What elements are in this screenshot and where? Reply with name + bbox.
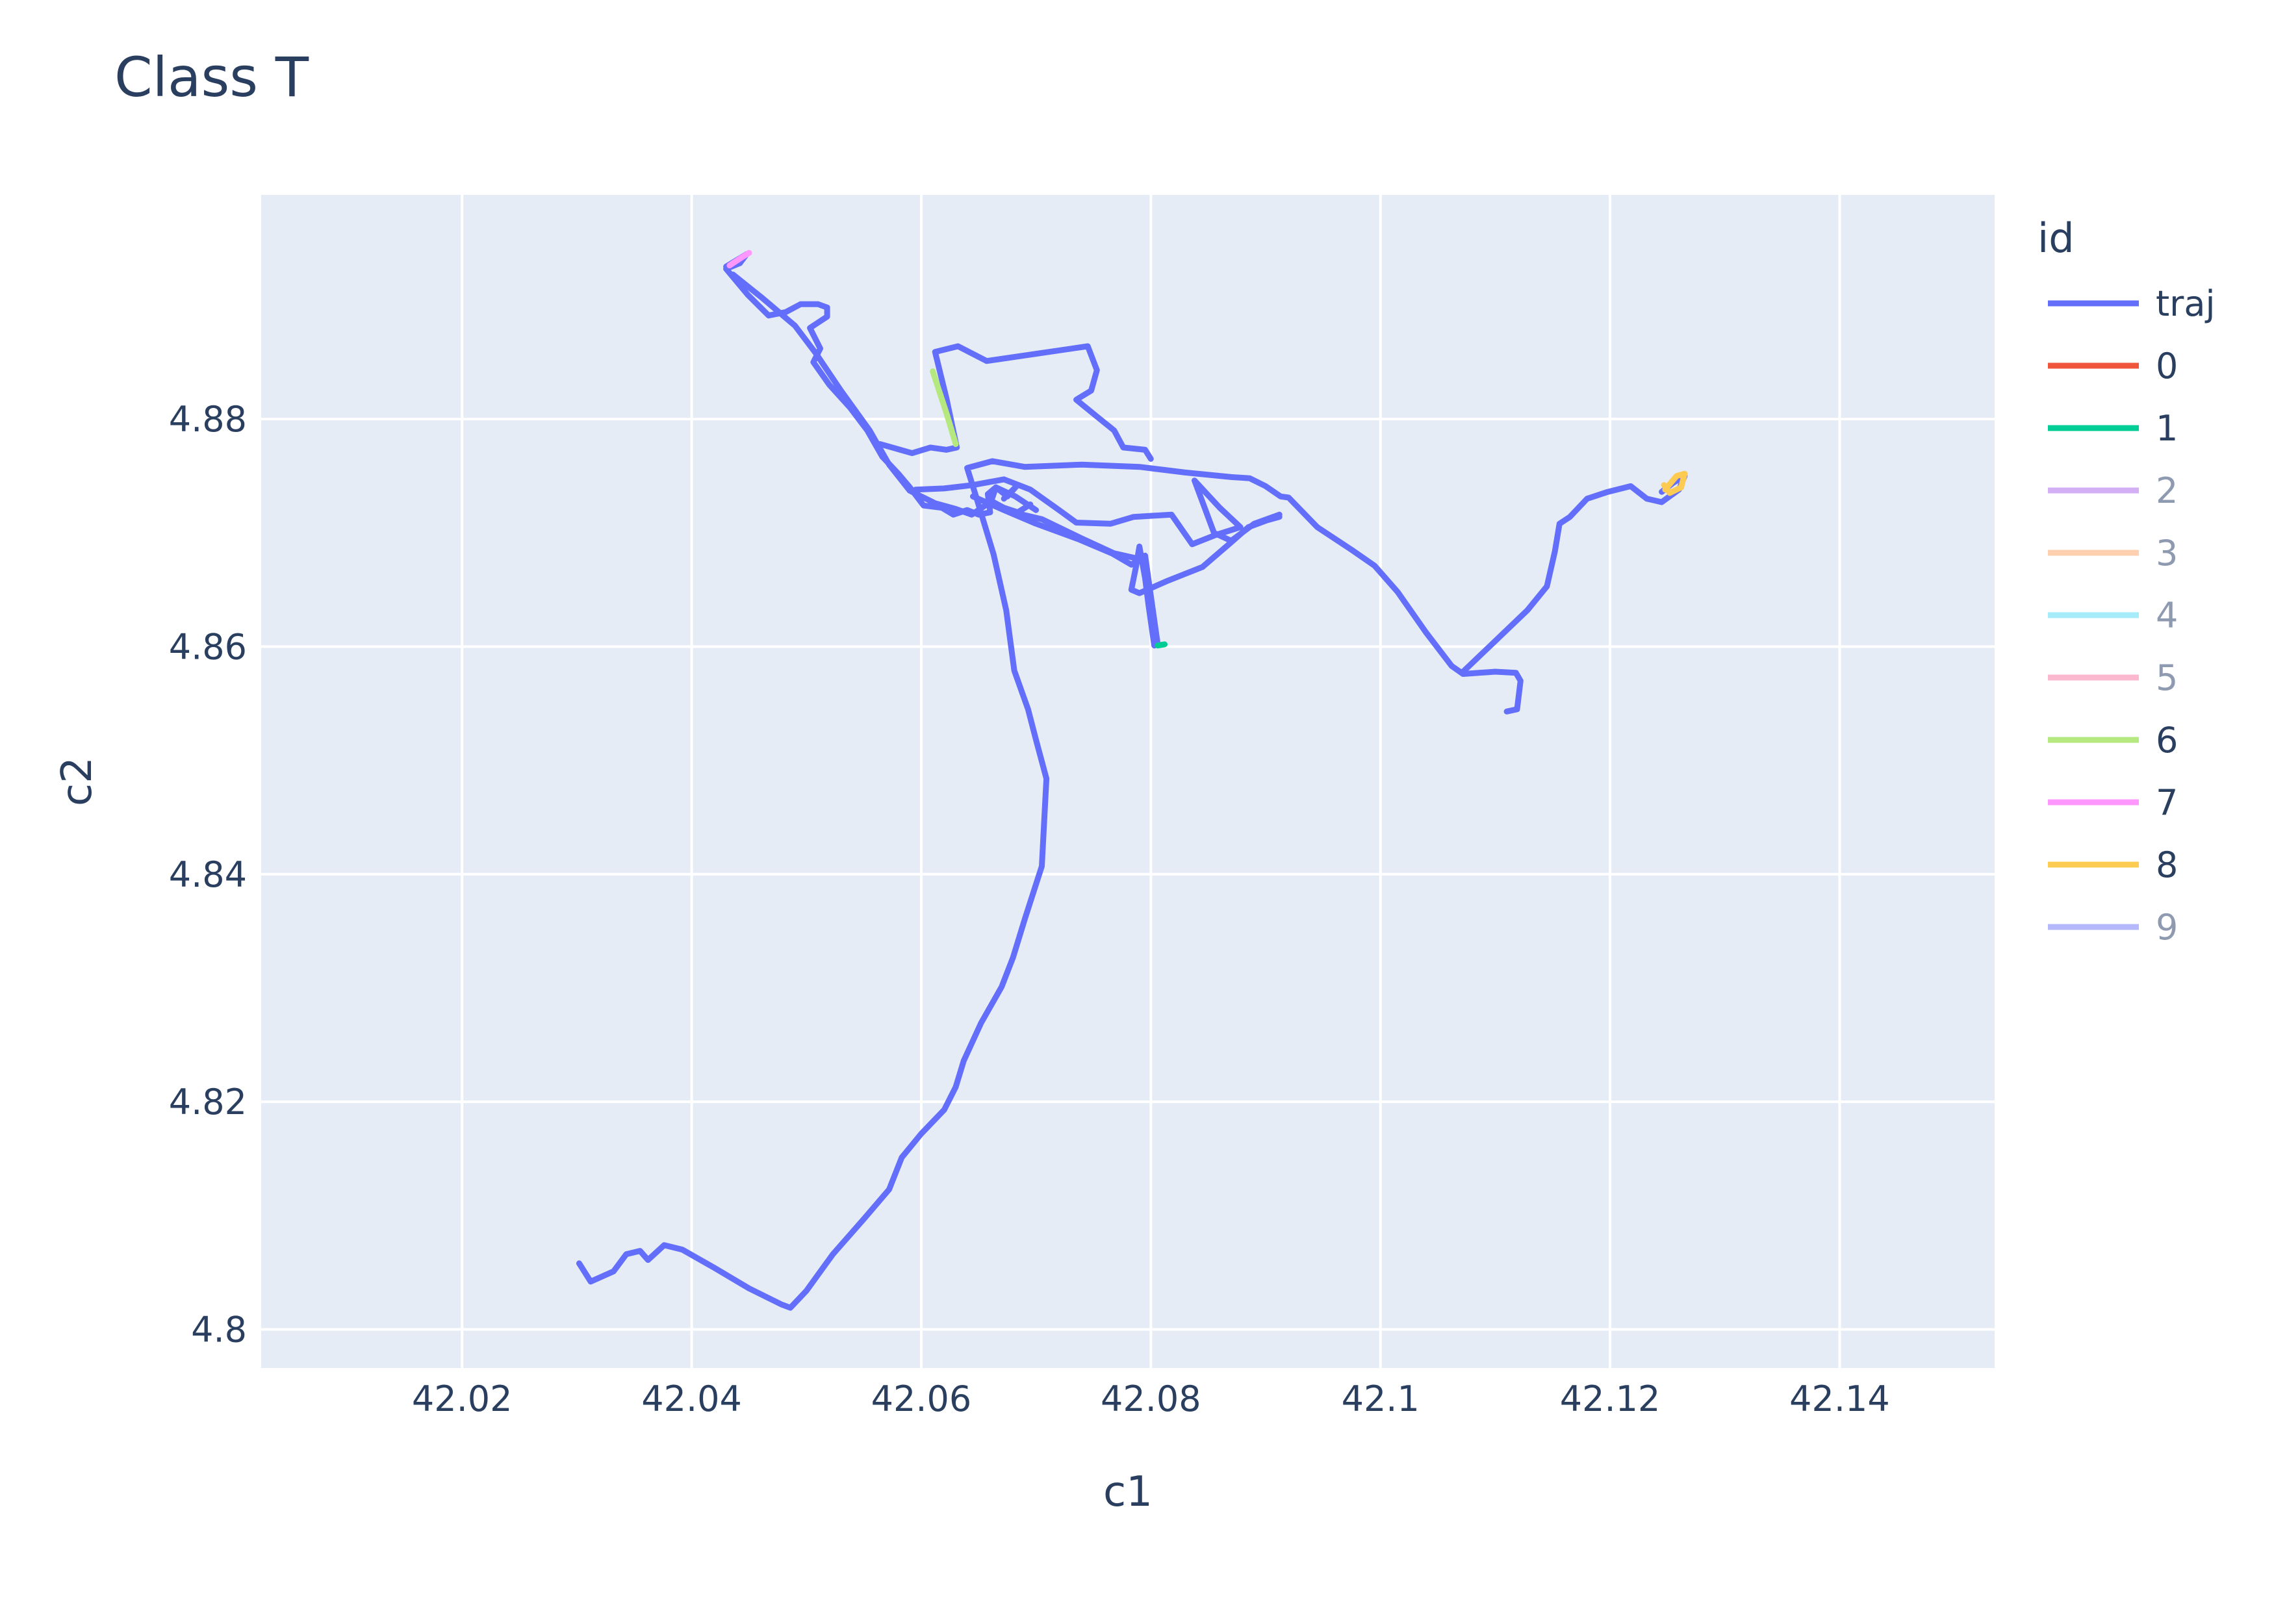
legend-label-5[interactable]: 5: [2156, 657, 2178, 698]
legend: id traj 0 1 2 3 4 5 6 7 8 9: [2038, 214, 2215, 948]
y-tick-label: 4.82: [169, 1082, 247, 1123]
x-tick-label: 42.06: [871, 1378, 972, 1419]
trace-traj-line: [988, 483, 1034, 516]
y-tick-label: 4.8: [191, 1309, 247, 1350]
trace-traj-line: [730, 272, 1143, 562]
trace-8-line: [1661, 470, 1688, 496]
legend-label-4[interactable]: 4: [2156, 595, 2178, 636]
x-tick-label: 42.04: [641, 1378, 742, 1419]
x-axis-title: c1: [1103, 1468, 1153, 1516]
plot-area: [261, 195, 1995, 1368]
trace-traj-line: [723, 251, 1040, 518]
legend-label-6[interactable]: 6: [2156, 720, 2178, 761]
y-tick-label: 4.84: [169, 854, 247, 895]
legend-label-7[interactable]: 7: [2156, 782, 2178, 823]
y-tick-label: 4.88: [169, 399, 247, 440]
legend-label-0[interactable]: 0: [2156, 346, 2178, 387]
x-axis-ticks: 42.02 42.04 42.06 42.08 42.1 42.12 42.14: [412, 1378, 1890, 1419]
legend-title: id: [2038, 214, 2075, 262]
trace-traj-line: [876, 343, 1154, 462]
legend-label-8[interactable]: 8: [2156, 844, 2178, 885]
legend-label-2[interactable]: 2: [2156, 470, 2178, 511]
trace-1-line: [1155, 641, 1168, 649]
y-axis-ticks: 4.8 4.82 4.84 4.86 4.88: [169, 399, 247, 1350]
legend-label-traj[interactable]: traj: [2156, 283, 2215, 324]
trajectory-traces: [576, 249, 1688, 1311]
trace-traj-line: [576, 458, 1524, 1311]
x-tick-label: 42.12: [1560, 1378, 1661, 1419]
legend-label-3[interactable]: 3: [2156, 533, 2178, 574]
y-tick-label: 4.86: [169, 626, 247, 667]
trace-6-line: [930, 368, 959, 448]
legend-label-9[interactable]: 9: [2156, 907, 2178, 948]
legend-label-1[interactable]: 1: [2156, 408, 2178, 449]
y-axis-title: c2: [53, 757, 101, 806]
grid-lines: [261, 195, 1995, 1368]
chart-title: Class T: [114, 45, 309, 109]
trace-7-line: [726, 249, 752, 269]
x-tick-label: 42.02: [412, 1378, 513, 1419]
x-tick-label: 42.08: [1101, 1378, 1201, 1419]
trace-traj-line: [912, 476, 1283, 548]
x-tick-label: 42.1: [1342, 1378, 1420, 1419]
x-tick-label: 42.14: [1789, 1378, 1890, 1419]
